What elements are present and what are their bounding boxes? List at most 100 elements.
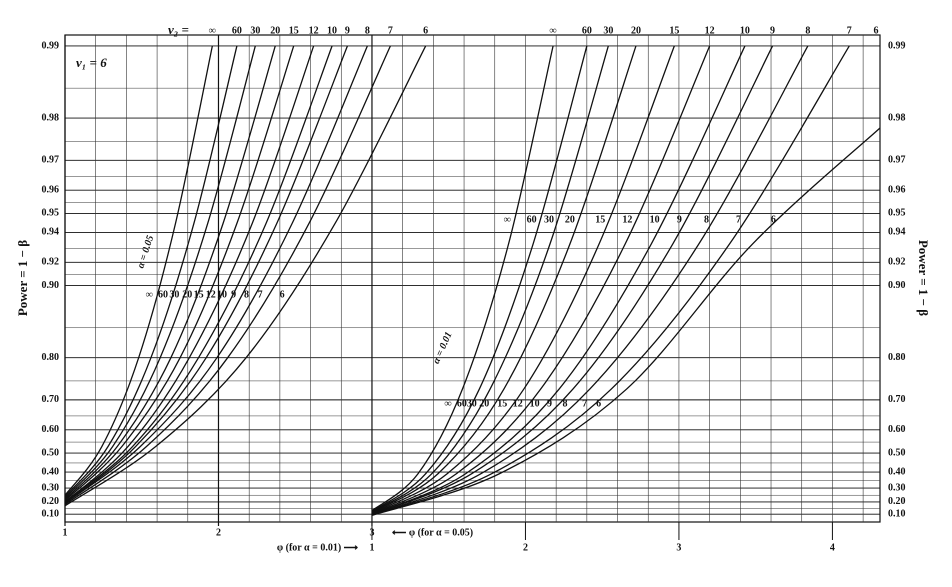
nu1-box xyxy=(70,54,122,74)
y-tick-label-right: 0.50 xyxy=(888,447,906,458)
series-top-label: ∞ xyxy=(550,25,557,36)
series-label: 7 xyxy=(582,398,587,409)
x2-tick-label: 1 xyxy=(369,542,374,553)
series-top-label: 30 xyxy=(603,25,613,36)
series-label: 60 xyxy=(527,214,537,225)
curve xyxy=(371,45,809,516)
series-top-label: 7 xyxy=(388,25,393,36)
y-axis-title: Power = 1 − β xyxy=(15,240,30,316)
y-tick-label: 0.99 xyxy=(42,40,60,51)
series-label: 15 xyxy=(497,398,507,409)
series-top-label: 7 xyxy=(847,25,852,36)
curve xyxy=(64,45,333,503)
y-tick-label-right: 0.10 xyxy=(888,509,906,520)
curve xyxy=(371,45,675,514)
series-top-label: 30 xyxy=(250,25,260,36)
curve xyxy=(371,45,746,515)
y-tick-label-right: 0.70 xyxy=(888,394,906,405)
x-tick-label: 2 xyxy=(216,527,221,538)
series-label: 8 xyxy=(244,289,249,300)
series-label: 7 xyxy=(258,289,263,300)
x2-tick-label: 3 xyxy=(676,542,681,553)
series-label: 12 xyxy=(513,398,523,409)
series-top-label: 10 xyxy=(740,25,750,36)
y-tick-label: 0.40 xyxy=(42,466,60,477)
curve xyxy=(371,45,774,515)
series-label: 9 xyxy=(677,214,682,225)
series-label: 8 xyxy=(704,214,709,225)
y-tick-label-right: 0.20 xyxy=(888,496,906,507)
series-label: 7 xyxy=(736,214,741,225)
x-tick-label: 1 xyxy=(63,527,68,538)
y-tick-label: 0.20 xyxy=(42,496,60,507)
y-tick-label: 0.95 xyxy=(42,208,60,219)
x-axis-title: ⟵ φ (for α = 0.05) xyxy=(392,527,473,538)
y-tick-label-right: 0.99 xyxy=(888,40,906,51)
curve xyxy=(64,45,315,503)
series-label: 60 xyxy=(457,398,467,409)
series-label: 30 xyxy=(467,398,477,409)
series-top-label: 9 xyxy=(345,25,350,36)
series-label: 8 xyxy=(563,398,568,409)
nu1-label: ν₁ = 6 xyxy=(76,55,107,70)
curve xyxy=(371,45,850,516)
series-top-label: 6 xyxy=(423,25,428,36)
series-label: 12 xyxy=(622,214,632,225)
y-tick-label-right: 0.98 xyxy=(888,112,906,123)
series-top-label: 9 xyxy=(770,25,775,36)
series-label: 9 xyxy=(547,398,552,409)
curve xyxy=(371,45,637,514)
series-label: 6 xyxy=(280,289,285,300)
series-top-label: 15 xyxy=(289,25,299,36)
y-tick-label: 0.10 xyxy=(42,509,60,520)
series-label: 30 xyxy=(169,289,179,300)
series-label: 20 xyxy=(182,289,192,300)
y-tick-label: 0.92 xyxy=(42,257,60,268)
alpha-label: α = 0.05 xyxy=(135,234,156,269)
series-top-label: 60 xyxy=(232,25,242,36)
series-label: 15 xyxy=(595,214,605,225)
y-tick-label: 0.30 xyxy=(42,482,60,493)
series-top-label: 15 xyxy=(669,25,679,36)
series-label: 10 xyxy=(530,398,540,409)
curve xyxy=(64,45,276,500)
series-label: ∞ xyxy=(444,398,451,409)
y-tick-label: 0.94 xyxy=(42,227,60,238)
y-tick-label-right: 0.40 xyxy=(888,466,906,477)
series-label: 20 xyxy=(565,214,575,225)
series-label: 9 xyxy=(231,289,236,300)
y-tick-label-right: 0.92 xyxy=(888,257,906,268)
series-label: 10 xyxy=(650,214,660,225)
series-label: 10 xyxy=(217,289,227,300)
curve xyxy=(64,45,349,504)
curve xyxy=(64,45,238,498)
x2-axis-title: φ (for α = 0.01) ⟶ xyxy=(277,542,359,553)
series-label: 60 xyxy=(158,289,168,300)
y-tick-label: 0.90 xyxy=(42,280,60,291)
curve xyxy=(371,45,711,515)
curve xyxy=(371,45,554,512)
y-tick-label: 0.60 xyxy=(42,424,60,435)
y-tick-label: 0.70 xyxy=(42,394,60,405)
y-tick-label: 0.50 xyxy=(42,447,60,458)
plot-frame xyxy=(64,34,881,523)
y-axis-title-right: Power = 1 − β xyxy=(916,240,931,316)
series-top-label: 6 xyxy=(874,25,879,36)
curve xyxy=(64,45,213,496)
curve xyxy=(371,45,588,512)
curve xyxy=(64,45,391,506)
y-tick-label-right: 0.30 xyxy=(888,482,906,493)
series-top-label: 12 xyxy=(309,25,319,36)
y-tick-label: 0.96 xyxy=(42,185,60,196)
curve xyxy=(64,45,295,502)
y-tick-label-right: 0.60 xyxy=(888,424,906,435)
x2-tick-label: 2 xyxy=(523,542,528,553)
series-top-label: ∞ xyxy=(209,25,216,36)
y-tick-label-right: 0.97 xyxy=(888,155,906,166)
nu2-label: ν₂ = xyxy=(168,22,189,37)
series-top-label: 20 xyxy=(631,25,641,36)
x2-tick-label: 4 xyxy=(830,542,835,553)
series-label: ∞ xyxy=(504,214,511,225)
series-label: 12 xyxy=(206,289,216,300)
y-tick-label-right: 0.94 xyxy=(888,227,906,238)
